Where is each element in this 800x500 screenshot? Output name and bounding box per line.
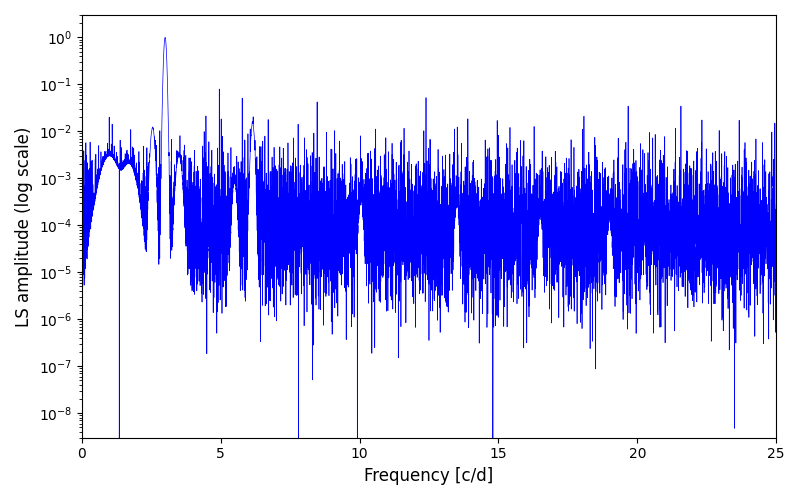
X-axis label: Frequency [c/d]: Frequency [c/d]	[364, 467, 494, 485]
Y-axis label: LS amplitude (log scale): LS amplitude (log scale)	[15, 126, 33, 326]
